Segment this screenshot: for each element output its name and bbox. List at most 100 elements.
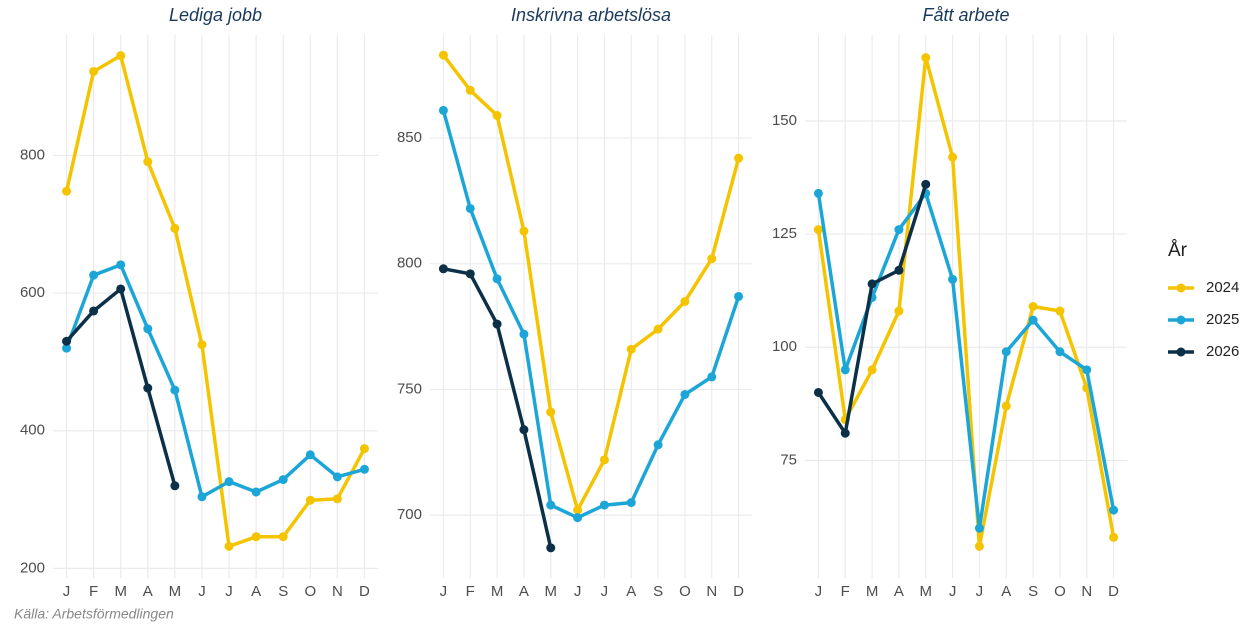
data-point [626, 344, 636, 354]
x-tick-label: N [706, 583, 717, 600]
data-point [653, 324, 663, 334]
x-tick-label: S [278, 583, 288, 600]
x-tick-label: A [519, 583, 529, 600]
y-tick-label: 850 [397, 129, 422, 146]
data-point [626, 498, 636, 508]
data-point [465, 85, 475, 95]
x-tick-label: A [1001, 583, 1011, 600]
data-point [438, 105, 448, 115]
legend-dot [1176, 283, 1186, 293]
data-point [546, 500, 556, 510]
data-point [1001, 347, 1011, 357]
data-point [813, 225, 823, 235]
x-tick-label: D [359, 583, 370, 600]
x-tick-label: O [679, 583, 691, 600]
y-tick-label: 800 [397, 255, 422, 272]
legend-title: År [1168, 240, 1188, 261]
data-point [89, 66, 99, 76]
data-point [1028, 302, 1038, 311]
data-point [359, 444, 369, 454]
data-point [359, 464, 369, 474]
data-point [840, 428, 850, 438]
panel-title: Inskrivna arbetslösa [511, 5, 671, 25]
x-tick-label: J [601, 583, 609, 600]
data-point [1001, 401, 1011, 411]
data-point [197, 492, 207, 502]
data-point [224, 477, 234, 487]
data-point [438, 264, 448, 274]
y-tick-label: 400 [20, 422, 45, 439]
data-point [1055, 347, 1065, 357]
data-point [974, 541, 984, 551]
data-point [492, 274, 502, 284]
y-tick-label: 100 [772, 338, 797, 355]
data-point [1082, 365, 1092, 375]
series-line [816, 55, 1116, 549]
data-point [62, 336, 72, 346]
series-line [64, 53, 366, 549]
panel-title: Fått arbete [922, 5, 1009, 25]
x-tick-label: M [114, 583, 127, 600]
data-point [278, 475, 288, 485]
data-point [573, 513, 583, 523]
x-tick-label: J [198, 583, 206, 600]
data-point [707, 254, 717, 264]
data-point [305, 495, 315, 505]
y-tick-label: 600 [20, 284, 45, 301]
data-point [278, 532, 288, 542]
legend-dot [1176, 315, 1186, 325]
x-tick-label: F [89, 583, 98, 600]
series-line [442, 54, 741, 512]
x-tick-label: N [1081, 583, 1092, 600]
x-tick-label: F [466, 583, 475, 600]
data-point [894, 265, 904, 275]
data-point [599, 455, 609, 465]
data-point [116, 260, 126, 270]
x-tick-label: J [976, 583, 984, 600]
data-point [948, 274, 958, 284]
data-point [867, 365, 877, 375]
data-point [89, 306, 99, 316]
data-point [680, 389, 690, 399]
data-point [734, 291, 744, 301]
data-point [921, 179, 931, 189]
y-tick-label: 700 [397, 506, 422, 523]
legend-label: 2024 [1206, 279, 1239, 296]
data-point [707, 372, 717, 382]
x-tick-label: A [251, 583, 261, 600]
data-point [143, 324, 153, 334]
x-tick-label: M [491, 583, 504, 600]
data-point [305, 450, 315, 460]
x-tick-label: A [143, 583, 153, 600]
x-tick-label: J [63, 583, 71, 600]
series-line [64, 263, 365, 499]
data-point [143, 383, 153, 393]
y-tick-label: 150 [772, 112, 797, 129]
data-point [170, 385, 180, 395]
data-point [492, 319, 502, 329]
x-tick-label: A [894, 583, 904, 600]
x-tick-label: D [1108, 583, 1119, 600]
data-point [1028, 315, 1038, 325]
x-tick-label: O [304, 583, 316, 600]
data-point [734, 153, 744, 163]
legend-label: 2026 [1206, 343, 1239, 360]
x-tick-label: M [169, 583, 182, 600]
data-point [251, 532, 261, 542]
x-tick-label: S [653, 583, 663, 600]
data-point [546, 407, 556, 417]
data-point [519, 226, 529, 236]
data-point [465, 203, 475, 213]
data-point [921, 53, 931, 63]
x-tick-label: J [225, 583, 233, 600]
data-point [653, 440, 663, 450]
data-point [894, 225, 904, 235]
data-point [519, 425, 529, 435]
data-point [143, 157, 153, 167]
data-point [438, 50, 448, 60]
data-point [1109, 532, 1119, 542]
x-tick-label: J [440, 583, 448, 600]
data-point [62, 343, 72, 353]
data-point [116, 284, 126, 294]
